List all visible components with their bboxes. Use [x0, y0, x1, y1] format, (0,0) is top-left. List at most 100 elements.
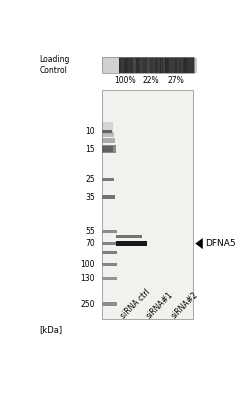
Bar: [177, 58, 180, 73]
Text: 250: 250: [80, 300, 95, 309]
Bar: [102, 90, 193, 319]
Bar: [158, 58, 160, 73]
Bar: [127, 58, 130, 73]
Bar: [102, 251, 117, 254]
Bar: [178, 58, 179, 73]
Bar: [102, 178, 114, 181]
Bar: [177, 58, 180, 73]
Bar: [182, 58, 184, 73]
Bar: [102, 230, 117, 233]
Bar: [102, 263, 117, 266]
Bar: [177, 58, 178, 73]
Text: Loading
Control: Loading Control: [40, 55, 70, 75]
Bar: [147, 58, 149, 73]
Bar: [154, 58, 155, 73]
Bar: [102, 57, 194, 73]
Bar: [119, 57, 194, 73]
Bar: [161, 58, 162, 73]
Text: DFNA5: DFNA5: [205, 239, 235, 248]
Bar: [139, 58, 143, 73]
Bar: [102, 195, 115, 199]
Bar: [139, 58, 143, 73]
Bar: [143, 58, 147, 73]
Bar: [102, 146, 113, 152]
Bar: [102, 132, 114, 136]
Text: 100: 100: [80, 260, 95, 269]
Text: siRNA#2: siRNA#2: [169, 290, 199, 320]
Bar: [194, 58, 197, 73]
Bar: [152, 58, 154, 73]
Bar: [102, 57, 119, 73]
Bar: [172, 58, 175, 73]
Bar: [163, 58, 165, 73]
Bar: [169, 58, 172, 73]
Bar: [171, 58, 174, 73]
Bar: [181, 58, 185, 73]
Bar: [143, 58, 146, 73]
Bar: [176, 58, 180, 73]
Bar: [116, 241, 147, 246]
Bar: [102, 138, 115, 143]
Bar: [178, 58, 179, 73]
Text: 100%: 100%: [114, 76, 136, 85]
Bar: [163, 58, 165, 73]
Bar: [147, 58, 151, 73]
Bar: [146, 58, 148, 73]
Bar: [183, 58, 185, 73]
Bar: [147, 58, 149, 73]
Bar: [180, 58, 182, 73]
Bar: [120, 58, 123, 73]
Bar: [170, 58, 172, 73]
Bar: [121, 58, 122, 73]
Bar: [136, 58, 138, 73]
Bar: [172, 58, 174, 73]
Bar: [144, 58, 145, 73]
Bar: [102, 302, 117, 306]
Bar: [186, 58, 190, 73]
Bar: [102, 130, 112, 133]
Bar: [159, 58, 161, 73]
Bar: [171, 58, 172, 73]
Bar: [134, 58, 136, 73]
Bar: [133, 58, 136, 73]
Text: 25: 25: [85, 175, 95, 184]
Bar: [161, 58, 163, 73]
Text: 10: 10: [85, 127, 95, 136]
Polygon shape: [195, 238, 203, 249]
Bar: [149, 58, 151, 73]
Text: siRNA ctrl: siRNA ctrl: [119, 288, 152, 320]
Bar: [189, 58, 193, 73]
Bar: [132, 58, 133, 73]
Bar: [150, 58, 153, 73]
Bar: [173, 58, 175, 73]
Bar: [123, 58, 124, 73]
Bar: [129, 58, 132, 73]
Bar: [173, 58, 175, 73]
Bar: [120, 58, 122, 73]
Bar: [167, 58, 168, 73]
Bar: [148, 58, 150, 73]
Text: 70: 70: [85, 239, 95, 248]
Bar: [162, 58, 163, 73]
Bar: [129, 58, 131, 73]
Bar: [170, 58, 171, 73]
Bar: [156, 58, 160, 73]
Bar: [133, 58, 136, 73]
Text: siRNA#1: siRNA#1: [145, 290, 175, 320]
Bar: [135, 58, 136, 73]
Bar: [172, 58, 173, 73]
Bar: [191, 58, 195, 73]
Bar: [155, 58, 157, 73]
Text: 15: 15: [85, 144, 95, 154]
Bar: [121, 58, 125, 73]
Bar: [180, 58, 183, 73]
Text: 22%: 22%: [143, 76, 159, 85]
Bar: [140, 58, 142, 73]
Bar: [136, 58, 139, 73]
Bar: [102, 145, 116, 153]
Bar: [178, 58, 179, 73]
Text: 130: 130: [80, 274, 95, 282]
Bar: [192, 58, 195, 73]
Bar: [175, 58, 179, 73]
Bar: [131, 58, 134, 73]
